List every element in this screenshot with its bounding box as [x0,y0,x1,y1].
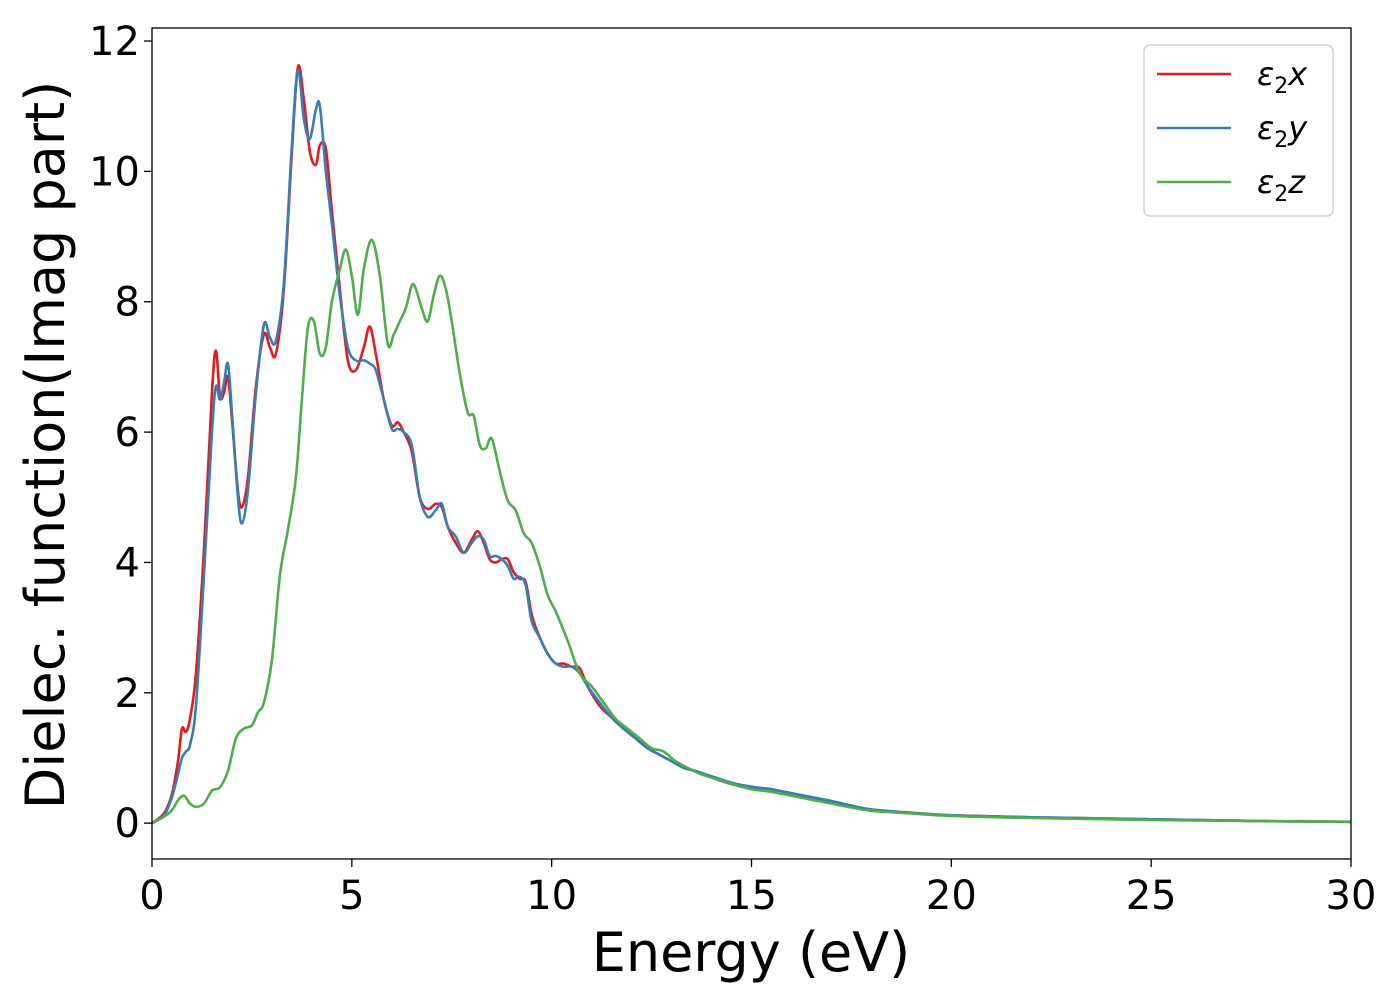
series-line-z [152,238,1351,825]
x-tick-label: 5 [339,873,364,919]
y-tick-label: 12 [89,19,140,65]
y-tick-label: 4 [115,540,140,586]
x-tick-label: 10 [526,873,577,919]
x-axis-label: Energy (eV) [592,921,911,984]
legend: ε2x ε2y ε2z [1143,44,1334,217]
x-tick-label: 20 [926,873,977,919]
y-tick-label: 8 [115,280,140,326]
x-tick-label: 15 [726,873,777,919]
x-tick-label: 25 [1126,873,1177,919]
legend-box [1143,44,1334,217]
x-axis: 0 5 10 15 20 25 30 [139,859,1376,919]
legend-label-y: ε2y [1257,109,1308,153]
y-tick-label: 6 [115,410,140,456]
y-axis: 0 2 4 6 8 10 12 [89,19,152,847]
legend-label-x: ε2x [1257,55,1308,99]
y-tick-label: 10 [89,149,140,195]
legend-label-z: ε2z [1257,163,1306,207]
x-tick-label: 0 [139,873,164,919]
y-tick-label: 2 [115,671,140,717]
y-axis-label: Dielec. function(Imag part) [14,81,77,810]
legend-items: ε2x ε2y ε2z [1157,55,1308,207]
y-tick-label: 0 [115,801,140,847]
x-tick-label: 30 [1326,873,1377,919]
series-layer [152,64,1351,825]
